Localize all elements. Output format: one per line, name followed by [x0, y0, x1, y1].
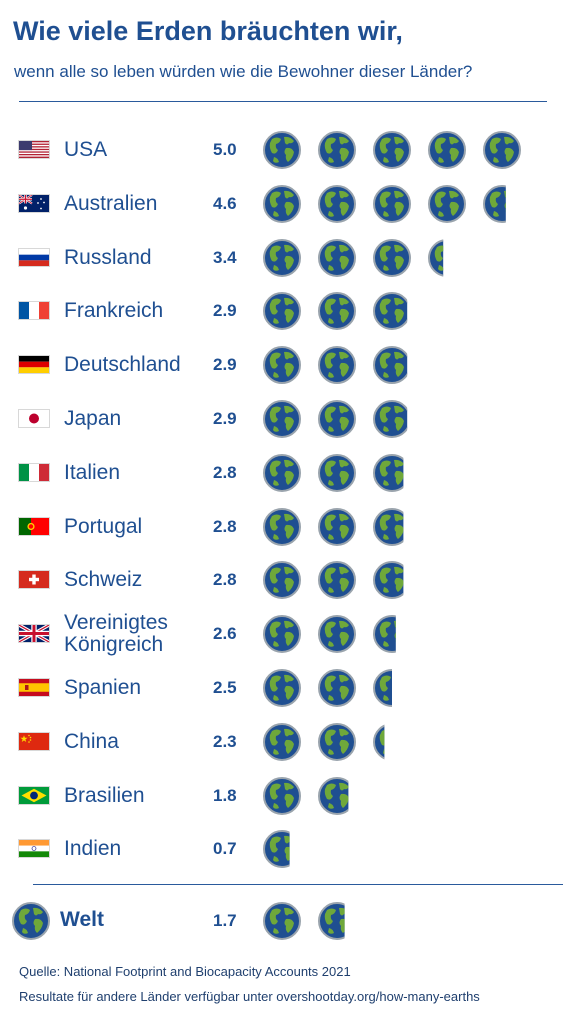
country-label: Indien [64, 837, 122, 861]
value-label: 4.6 [213, 193, 237, 213]
country-row: China 2.3 [0, 717, 579, 767]
value-label: 1.8 [213, 785, 237, 805]
country-label: Japan [64, 407, 122, 430]
country-label: Schweiz [64, 568, 143, 592]
country-label: Frankreich [64, 299, 164, 323]
chart-title: Wie viele Erden bräuchten wir, [13, 16, 403, 46]
country-row: USA 5.0 [0, 125, 579, 175]
country-row: Spanien 2.5 [0, 663, 579, 713]
country-label: Vereinigtes Königreich [64, 611, 168, 657]
flag-de-icon [19, 356, 49, 374]
flag-gb-icon [19, 625, 49, 643]
country-label: Australien [64, 191, 158, 215]
country-label: Portugal [64, 514, 143, 538]
country-label: Brasilien [64, 783, 145, 807]
country-row: Indien 0.7 [0, 824, 579, 874]
country-label: Russland [64, 245, 152, 269]
value-label: 2.8 [213, 462, 237, 482]
country-row: Portugal 2.8 [0, 502, 579, 552]
world-label: Welt [60, 908, 104, 931]
bottom-divider [33, 884, 563, 885]
flag-ch-icon [19, 571, 49, 589]
flag-br-icon [19, 786, 49, 804]
flag-fr-icon [19, 302, 49, 320]
flag-es-icon [19, 679, 49, 696]
value-label: 2.9 [213, 409, 237, 428]
country-row: Russland 3.4 [0, 233, 579, 283]
value-label: 2.3 [213, 731, 237, 751]
country-label: Deutschland [64, 353, 181, 377]
flag-us-icon [19, 141, 49, 158]
flag-au-icon [19, 194, 49, 212]
value-label: 0.7 [213, 839, 237, 859]
value-label: 2.8 [213, 516, 237, 536]
country-row: Deutschland 2.9 [0, 340, 579, 390]
country-row: Brasilien 1.8 [0, 771, 579, 821]
flag-ru-icon [19, 248, 49, 266]
top-divider [19, 101, 547, 102]
country-label: China [64, 729, 119, 753]
country-row: Frankreich 2.9 [0, 286, 579, 336]
flag-it-icon [19, 463, 49, 481]
flag-jp-icon [19, 410, 49, 427]
value-label: 5.0 [213, 140, 237, 159]
flag-pt-icon [19, 517, 49, 535]
country-row: Italien 2.8 [0, 448, 579, 498]
source-line-1: Quelle: National Footprint and Biocapaci… [19, 964, 351, 979]
world-earth-icon [12, 902, 50, 945]
flag-in-icon [19, 840, 49, 858]
world-row: Welt 1.7 [0, 896, 579, 946]
value-label: 2.9 [213, 301, 237, 321]
country-row: Schweiz 2.8 [0, 555, 579, 605]
value-label: 2.9 [213, 355, 237, 375]
chart-subtitle: wenn alle so leben würden wie die Bewohn… [14, 62, 473, 81]
country-row: Vereinigtes Königreich 2.6 [0, 609, 579, 659]
value-label: 2.5 [213, 678, 237, 697]
world-value-label: 1.7 [213, 911, 237, 930]
country-label: Spanien [64, 676, 142, 699]
value-label: 3.4 [213, 247, 237, 267]
country-label: USA [64, 138, 108, 161]
source-line-2: Resultate für andere Länder verfügbar un… [19, 989, 480, 1004]
country-row: Japan 2.9 [0, 394, 579, 444]
country-row: Australien 4.6 [0, 179, 579, 229]
value-label: 2.6 [213, 624, 237, 644]
flag-cn-icon [19, 732, 49, 750]
country-label: Italien [64, 460, 121, 484]
value-label: 2.8 [213, 570, 237, 590]
